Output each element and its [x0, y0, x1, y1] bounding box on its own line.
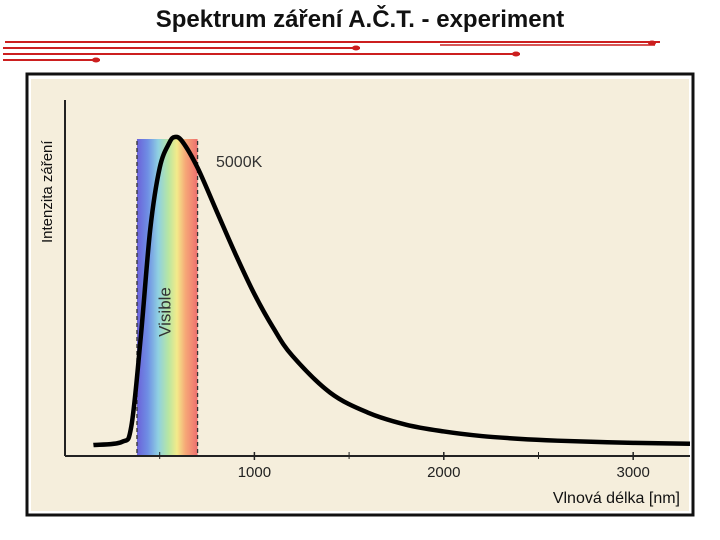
- title-underline-decoration: [3, 40, 660, 63]
- series-line-5000k: [93, 134, 691, 448]
- x-axis-label: Vlnová délka [nm]: [553, 490, 680, 507]
- visible-band-fill: [136, 139, 198, 455]
- x-tick-label: 2000: [427, 464, 460, 481]
- x-tick-label: 3000: [616, 464, 649, 481]
- x-ticks: 1000 2000 3000: [159, 452, 650, 481]
- series-group: 5000K: [93, 134, 691, 448]
- page-title: Spektrum záření A.Č.T. - experiment: [155, 6, 565, 33]
- plot-area: [31, 79, 689, 511]
- y-axis-label: Intenzita záření: [39, 140, 56, 243]
- visible-band-label: Visible: [155, 287, 174, 337]
- series-label: 5000K: [216, 154, 263, 171]
- visible-band: Visible: [136, 139, 199, 455]
- x-tick-label: 1000: [238, 464, 271, 481]
